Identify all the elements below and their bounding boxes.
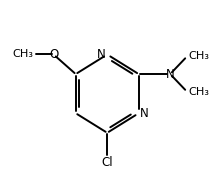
Text: N: N [166, 68, 175, 80]
Text: CH₃: CH₃ [188, 87, 209, 97]
Text: Cl: Cl [101, 156, 113, 169]
Text: CH₃: CH₃ [12, 50, 33, 60]
Text: O: O [49, 48, 58, 61]
Text: CH₃: CH₃ [188, 51, 209, 61]
Text: N: N [140, 107, 149, 120]
Text: N: N [97, 48, 106, 61]
